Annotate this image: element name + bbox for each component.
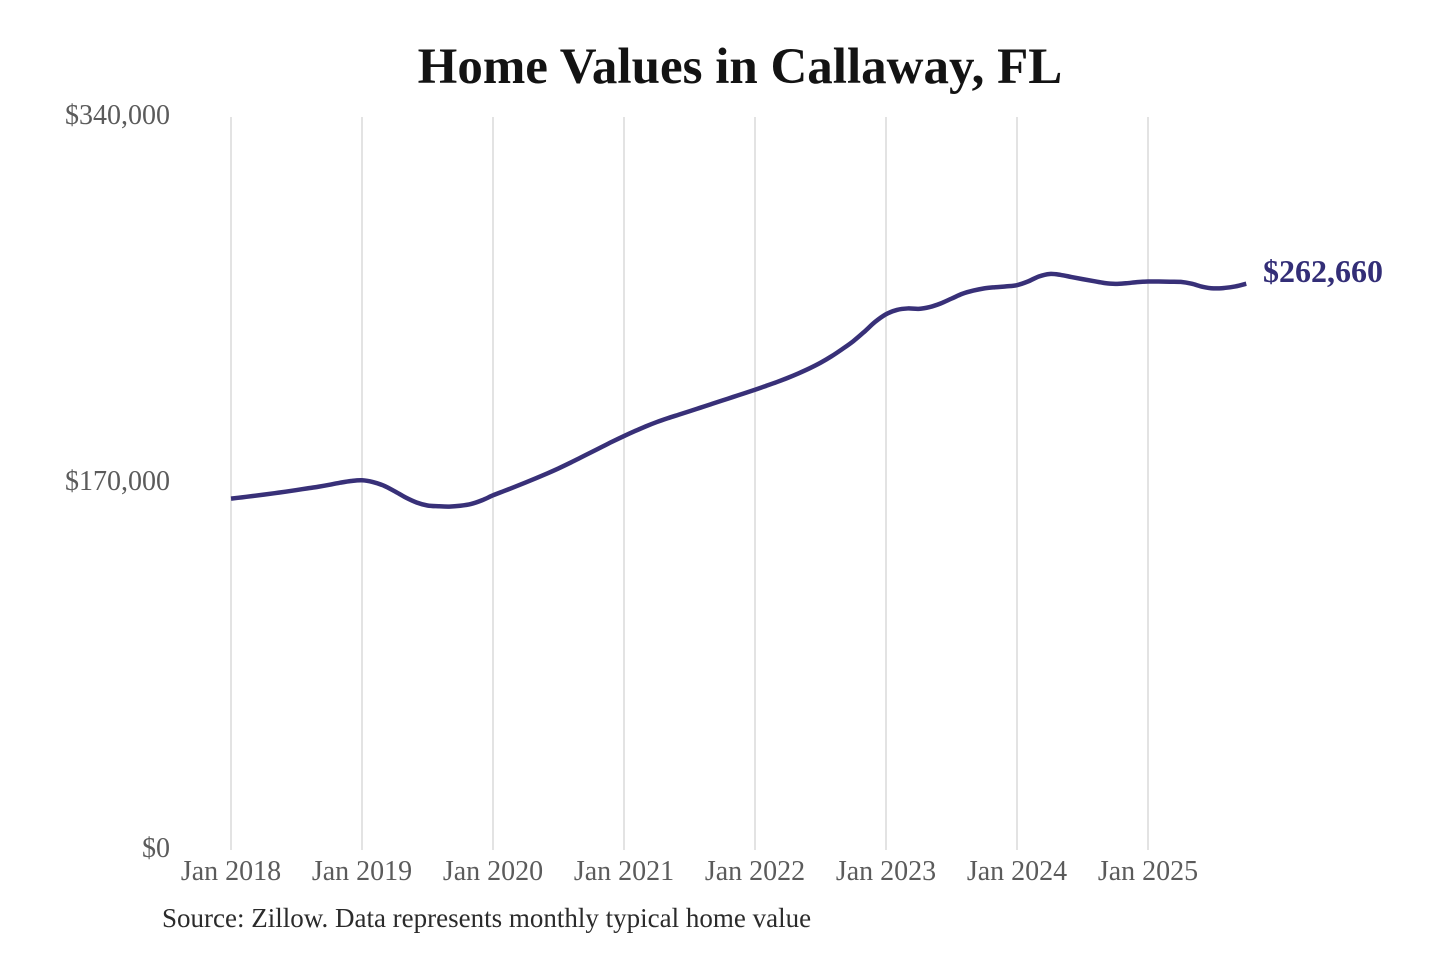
svg-text:Jan 2024: Jan 2024: [967, 856, 1067, 887]
svg-text:$262,660: $262,660: [1263, 253, 1383, 289]
svg-text:Jan 2019: Jan 2019: [312, 856, 412, 887]
svg-text:Jan 2025: Jan 2025: [1098, 856, 1198, 887]
svg-text:Jan 2018: Jan 2018: [181, 856, 281, 887]
svg-text:Jan 2023: Jan 2023: [836, 856, 936, 887]
svg-text:Jan 2022: Jan 2022: [705, 856, 805, 887]
svg-text:$0: $0: [142, 833, 170, 864]
svg-text:Jan 2020: Jan 2020: [443, 856, 543, 887]
svg-text:$170,000: $170,000: [65, 466, 170, 497]
svg-text:$340,000: $340,000: [65, 100, 170, 131]
svg-text:Jan 2021: Jan 2021: [574, 856, 674, 887]
